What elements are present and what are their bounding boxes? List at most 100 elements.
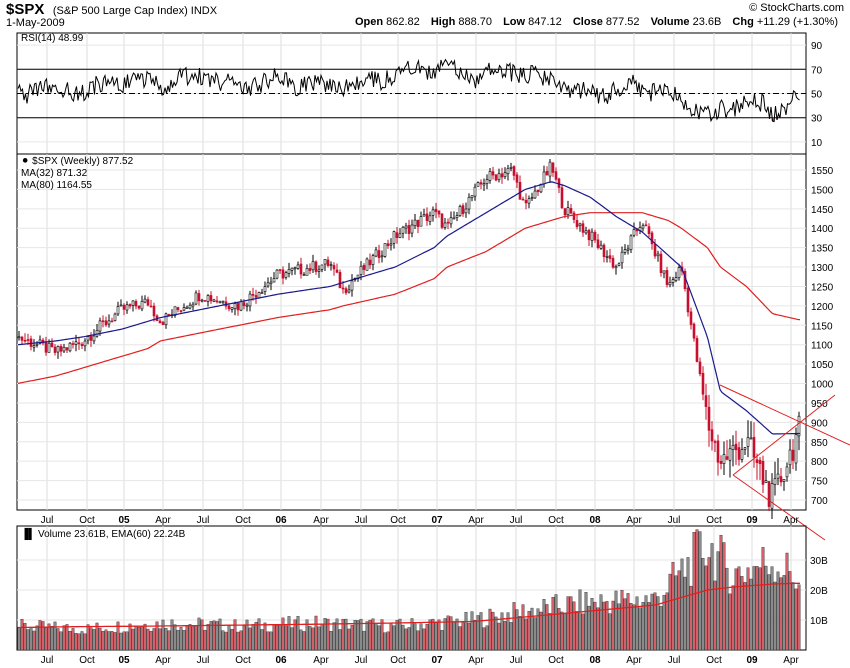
candle-body-169: [524, 199, 528, 204]
volume-bar-93: [296, 616, 300, 651]
volume-bar-234: [719, 535, 723, 651]
candle-body-97: [308, 268, 312, 271]
low-label: Low: [503, 16, 526, 28]
volume-bar-183: [566, 596, 570, 651]
candle-body-19: [74, 341, 78, 345]
candle-body-241: [740, 449, 744, 460]
volume-legend: ▐▌ Volume 23.61B, EMA(60) 22.24B: [21, 527, 186, 541]
volume-bar-69: [224, 631, 228, 651]
candle-body-123: [386, 243, 390, 247]
candle-body-234: [719, 460, 723, 464]
volume-bar-163: [506, 612, 510, 651]
candle-body-125: [392, 231, 396, 244]
volume-bar-127: [398, 618, 402, 651]
candle-body-24: [89, 335, 93, 341]
candle-body-23: [86, 336, 90, 341]
candle-body-137: [428, 215, 432, 222]
ma32-line: [17, 181, 800, 435]
volume-bar-118: [371, 618, 375, 651]
candle-body-119: [374, 249, 378, 257]
volume-bar-1: [20, 619, 24, 651]
candle-body-240: [737, 447, 741, 460]
candle-body-88: [281, 269, 285, 279]
volume-bar-36: [125, 631, 129, 651]
volume-bar-259: [794, 588, 798, 651]
ma80-legend: MA(80) 1164.55: [21, 180, 92, 191]
volume-bar-154: [479, 612, 483, 651]
candle-body-102: [323, 259, 327, 265]
volume-bar-232: [713, 580, 717, 651]
candle-body-20: [77, 342, 81, 345]
candle-body-21: [80, 343, 84, 346]
chart-header: $SPX (S&P 500 Large Cap Index) INDX: [6, 1, 217, 19]
volume-bar-153: [476, 615, 480, 651]
candle-body-104: [329, 264, 333, 266]
candle-body-45: [152, 305, 156, 317]
volume-bar-258: [791, 582, 795, 651]
volume-bar-72: [233, 619, 237, 651]
candle-body-33: [116, 306, 120, 315]
trendline-2: [732, 474, 826, 541]
candle-body-44: [149, 305, 153, 308]
candle-body-231: [710, 429, 714, 442]
candle-body-113: [356, 274, 360, 280]
candle-body-39: [134, 301, 138, 307]
volume-bar-148: [461, 622, 465, 651]
volume-bar-238: [731, 585, 735, 651]
candle-body-4: [29, 338, 33, 347]
candle-body-220: [677, 267, 681, 279]
candle-body-182: [563, 208, 567, 216]
candle-body-163: [506, 168, 510, 175]
volume-bar-44: [149, 630, 153, 651]
volume-bar-155: [482, 627, 486, 651]
volume-bar-110: [347, 628, 351, 651]
candle-body-110: [347, 289, 351, 293]
candle-body-79: [254, 295, 258, 298]
volume-bar-240: [737, 566, 741, 651]
volume-bar-15: [62, 625, 66, 651]
candle-body-64: [209, 295, 213, 302]
open-label: Open: [354, 16, 384, 28]
candle-body-141: [440, 213, 444, 228]
candle-body-59: [194, 292, 198, 305]
candle-body-48: [161, 321, 165, 325]
candle-body-16: [65, 347, 69, 351]
candle-body-126: [395, 232, 399, 239]
candle-body-68: [221, 300, 225, 303]
candle-body-171: [530, 197, 534, 199]
candle-body-43: [146, 299, 150, 306]
candle-body-135: [422, 214, 426, 217]
volume-bar-158: [491, 611, 495, 651]
volume-bar-236: [725, 567, 729, 651]
volume-bar-219: [674, 575, 678, 651]
candle-body-255: [782, 479, 786, 482]
price-ytick-11: 1000: [811, 380, 834, 391]
candle-body-243: [746, 437, 750, 447]
candle-body-73: [236, 302, 240, 311]
volume-bar-184: [569, 596, 573, 651]
vol-xtick-5: Oct: [235, 655, 251, 666]
volume-bar-97: [308, 626, 312, 651]
candle-body-170: [527, 198, 531, 204]
candle-body-13: [56, 346, 60, 353]
price-ytick-8: 1150: [811, 321, 833, 332]
candle-body-187: [578, 223, 582, 227]
volume-bar-131: [410, 618, 414, 651]
volume-bar-124: [389, 622, 393, 651]
candle-body-11: [50, 342, 54, 347]
candle-body-154: [479, 182, 483, 185]
volume-bar-231: [710, 543, 714, 651]
price-xtick-15: Apr: [626, 515, 642, 526]
price-ytick-13: 900: [811, 418, 828, 429]
close-value: 877.52: [605, 16, 640, 28]
volume-bar-249: [764, 565, 768, 651]
volume-bar-41: [140, 626, 144, 651]
candle-body-129: [404, 225, 408, 229]
volume-bar-68: [221, 630, 225, 651]
candle-body-84: [269, 281, 273, 284]
candle-body-226: [695, 338, 699, 362]
volume-bar-176: [545, 604, 549, 651]
candle-body-75: [242, 302, 246, 307]
candle-body-252: [773, 478, 777, 485]
volume-bar-46: [155, 621, 159, 651]
